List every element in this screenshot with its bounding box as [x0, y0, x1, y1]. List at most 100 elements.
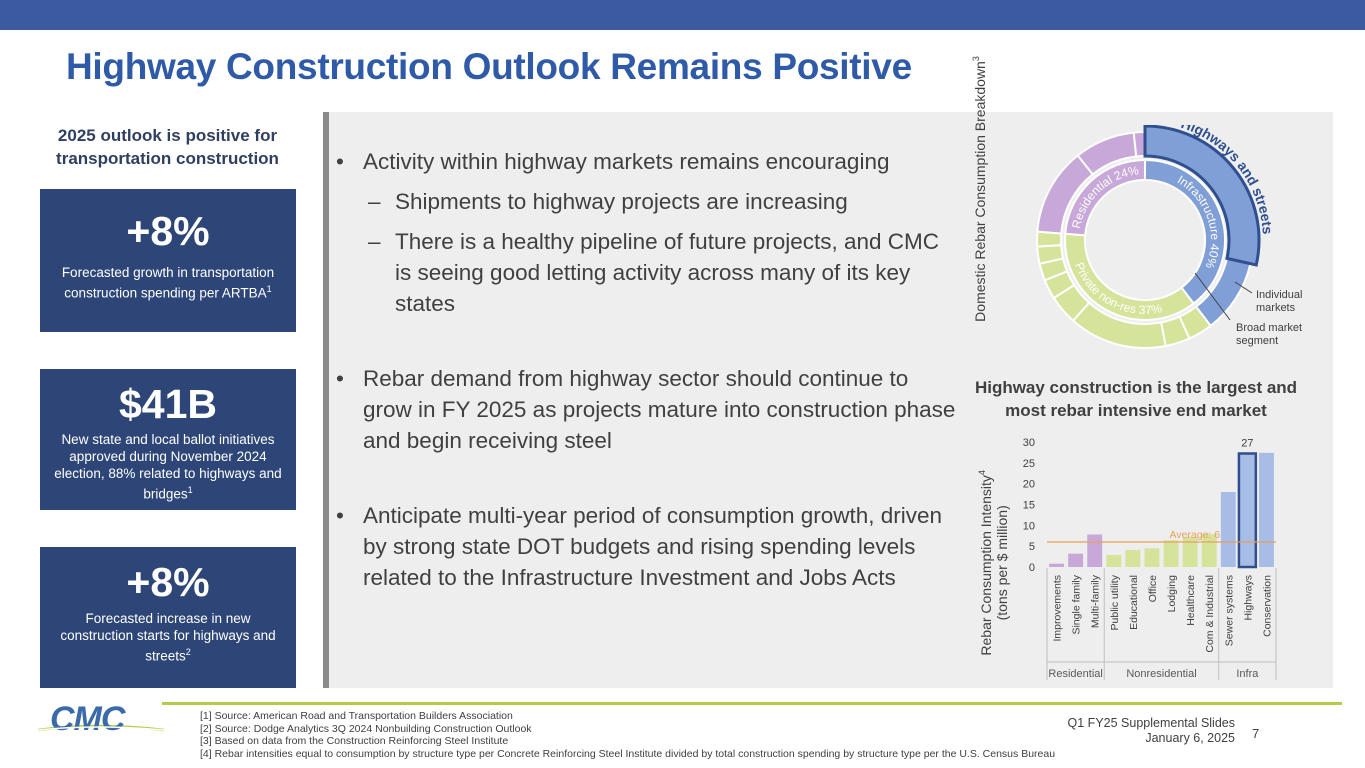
x-tick-label: Conservation	[1261, 575, 1273, 637]
stat-value: +8%	[126, 559, 210, 605]
x-tick-label: Sewer systems	[1223, 575, 1235, 646]
bullet-text: Activity within highway markets remains …	[363, 149, 890, 174]
legend-leader-line	[1194, 272, 1231, 321]
stat-desc-text: Forecasted growth in transportation cons…	[61, 265, 275, 301]
y-tick-label: 20	[1023, 479, 1035, 491]
x-tick-label: Educational	[1128, 575, 1140, 630]
page-title: Highway Construction Outlook Remains Pos…	[66, 46, 912, 87]
bar	[1259, 452, 1274, 567]
group-label: Residential	[1048, 668, 1102, 680]
bullet-text: Anticipate multi-year period of consumpt…	[363, 503, 943, 590]
bar	[1239, 454, 1255, 567]
stat-box-starts: +8% Forecasted increase in new construct…	[40, 547, 296, 688]
footnote: [4] Rebar intensities equal to consumpti…	[200, 747, 1056, 760]
donut-outer-segment	[1132, 130, 1146, 158]
stat-value: $41B	[118, 381, 217, 427]
stat-desc: Forecasted increase in new construction …	[40, 610, 296, 665]
legend-broad-market: Broad market segment	[1236, 322, 1302, 347]
vertical-divider	[323, 112, 329, 688]
x-tick-label: Multi-family	[1090, 574, 1102, 628]
y-tick-label: 5	[1029, 541, 1035, 553]
footnote: [1] Source: American Road and Transporta…	[200, 710, 513, 722]
x-tick-label: Public utility	[1109, 574, 1121, 630]
bar	[1106, 554, 1122, 567]
donut-inner-segment	[1064, 158, 1146, 237]
x-tick-label: Healthcare	[1185, 575, 1197, 626]
stat-desc: Forecasted growth in transportation cons…	[40, 264, 296, 302]
y-tick-label: 0	[1029, 562, 1035, 574]
stat-desc: New state and local ballot initiatives a…	[40, 431, 296, 503]
footnote-ref: 2	[185, 647, 191, 657]
donut-chart: Infrastructure 40%Private non-res 37%Res…	[1036, 125, 1302, 349]
footnote-ref: 1	[187, 485, 193, 495]
sub-bullet-item: – There is a healthy pipeline of future p…	[336, 226, 956, 319]
y-tick-label: 15	[1023, 500, 1035, 512]
sub-bullet-text: There is a healthy pipeline of future pr…	[395, 229, 940, 316]
bar-axis-label: Rebar Consumption Intensity4 (tons per $…	[974, 463, 1010, 663]
highways-bar-highlight	[1237, 452, 1258, 569]
x-tick-label: Office	[1147, 575, 1159, 602]
donut-axis-label: Domestic Rebar Consumption Breakdown3	[968, 56, 988, 322]
cmc-logo: CMC	[37, 700, 165, 738]
footnote-ref: 4	[977, 470, 988, 476]
stat-value: +8%	[126, 208, 210, 254]
bullet-list: • Activity within highway markets remains…	[336, 146, 956, 593]
bar	[1182, 537, 1198, 567]
bar	[1144, 548, 1160, 567]
sub-bullet-text: Shipments to highway projects are increa…	[395, 189, 848, 214]
footer-info: Q1 FY25 Supplemental Slides January 6, 2…	[1068, 716, 1235, 746]
bullet-item: • Rebar demand from highway sector should…	[336, 363, 956, 456]
x-tick-label: Highways	[1242, 575, 1254, 621]
footnote-ref: 1	[266, 284, 272, 294]
sub-bullet-item: – Shipments to highway projects are incre…	[336, 186, 956, 217]
bullet-dot-icon: •	[336, 149, 344, 174]
bar	[1068, 553, 1084, 567]
top-bar	[0, 0, 1365, 30]
footnote-ref: 3	[971, 56, 982, 62]
bullet-dot-icon: •	[336, 503, 344, 528]
dash-icon: –	[368, 189, 381, 214]
y-tick-label: 25	[1023, 458, 1035, 470]
content-panel	[329, 112, 1333, 688]
group-label: Infra	[1236, 668, 1259, 680]
left-heading: 2025 outlook is positive for transportat…	[56, 126, 279, 168]
footnote: [3] Based on data from the Construction …	[200, 735, 509, 748]
average-label: Average: 6	[1170, 529, 1221, 541]
bullet-item: • Activity within highway markets remains…	[336, 146, 956, 177]
y-tick-label: 30	[1023, 437, 1035, 449]
footer-date: January 6, 2025	[1145, 731, 1235, 745]
legend-individual-markets: Individual markets	[1256, 289, 1302, 314]
footer-divider	[162, 702, 1342, 705]
bar-axis-label-text: Rebar Consumption Intensity	[977, 475, 994, 656]
group-label: Nonresidential	[1126, 668, 1196, 680]
bar	[1163, 540, 1179, 567]
bullet-item: • Anticipate multi-year period of consump…	[336, 500, 956, 593]
logo-text: CMC	[50, 700, 126, 738]
stat-box-growth: +8% Forecasted growth in transportation …	[40, 189, 296, 332]
bar	[1125, 549, 1141, 567]
highways-data-label: 27	[1241, 438, 1253, 450]
bar-chart: 0 5 10 15 20 25 30 Improvements Single family Mul…	[1023, 437, 1277, 680]
y-tick-label: 10	[1023, 520, 1035, 532]
stat-box-ballot: $41B New state and local ballot initiati…	[40, 369, 296, 510]
bullet-dot-icon: •	[336, 366, 344, 391]
footnotes: [1] Source: American Road and Transporta…	[200, 710, 1055, 760]
x-tick-label: Com & Industrial	[1204, 575, 1216, 653]
stat-desc-text: New state and local ballot initiatives a…	[54, 432, 282, 502]
stat-desc-text: Forecasted increase in new construction …	[60, 611, 276, 664]
chart-caption: Highway construction is the largest and …	[974, 378, 1298, 420]
x-tick-label: Lodging	[1166, 575, 1178, 613]
bar	[1087, 534, 1103, 567]
footer-deck-name: Q1 FY25 Supplemental Slides	[1067, 716, 1235, 730]
bullet-text: Rebar demand from highway sector should …	[363, 366, 956, 453]
x-tick-label: Improvements	[1052, 575, 1064, 642]
x-tick-label: Single family	[1071, 574, 1083, 634]
donut-axis-label-text: Domestic Rebar Consumption Breakdown	[971, 61, 988, 322]
bar	[1220, 492, 1236, 567]
page-number: 7	[1252, 726, 1260, 741]
bar-axis-units: (tons per $ million)	[993, 505, 1010, 621]
bar	[1049, 563, 1064, 567]
legend-leader-line	[1234, 281, 1253, 294]
footnote: [2] Source: Dodge Analytics 3Q 2024 Nonb…	[200, 722, 532, 735]
dash-icon: –	[368, 229, 381, 254]
